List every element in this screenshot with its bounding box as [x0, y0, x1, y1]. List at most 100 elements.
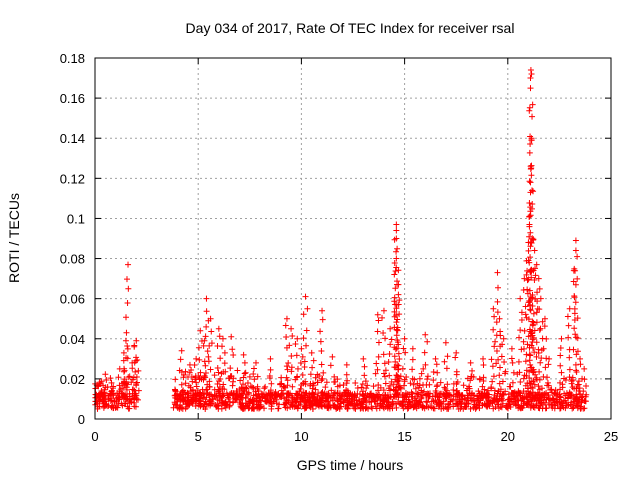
data-point [395, 267, 402, 274]
data-point [267, 355, 274, 362]
data-point [528, 137, 535, 144]
data-point [393, 235, 400, 242]
data-point [494, 309, 501, 316]
data-point [400, 399, 407, 406]
data-point [581, 376, 588, 383]
data-point [514, 397, 521, 404]
data-point [419, 392, 426, 399]
data-point [535, 383, 542, 390]
data-point [531, 277, 538, 284]
data-point [370, 383, 377, 390]
data-point [384, 403, 391, 410]
data-point [403, 374, 410, 381]
data-point [494, 390, 501, 397]
data-point [384, 395, 391, 402]
data-point [373, 360, 380, 367]
y-axis-label: ROTI / TECUs [6, 193, 22, 283]
data-point [424, 399, 431, 406]
data-point [123, 314, 130, 321]
data-point [556, 396, 563, 403]
data-point [207, 366, 214, 373]
data-point [229, 399, 236, 406]
data-point [368, 398, 375, 405]
data-point [527, 204, 534, 211]
data-point [554, 401, 561, 408]
data-point [571, 310, 578, 317]
data-point [564, 402, 571, 409]
data-point [170, 404, 177, 411]
data-point [536, 326, 543, 333]
data-point [448, 396, 455, 403]
data-point [566, 389, 573, 396]
data-point [364, 382, 371, 389]
data-point [188, 394, 195, 401]
data-point [526, 107, 533, 114]
x-axis-label: GPS time / hours [297, 457, 404, 473]
data-point [207, 315, 214, 322]
data-point [422, 331, 429, 338]
data-point [574, 275, 581, 282]
data-point [283, 334, 290, 341]
data-point [380, 329, 387, 336]
data-point [524, 286, 531, 293]
data-point [521, 327, 528, 334]
data-point [480, 393, 487, 400]
data-point [542, 364, 549, 371]
data-point [396, 297, 403, 304]
data-point [233, 389, 240, 396]
data-point [214, 364, 221, 371]
data-point [440, 405, 447, 412]
data-point [392, 393, 399, 400]
data-point [569, 374, 576, 381]
data-point [288, 325, 295, 332]
data-point [583, 391, 590, 398]
data-point [207, 398, 214, 405]
data-point [511, 393, 518, 400]
data-point [193, 355, 200, 362]
data-point [445, 400, 452, 407]
data-point [244, 380, 251, 387]
data-point [440, 398, 447, 405]
data-point [293, 352, 300, 359]
data-point [486, 403, 493, 410]
data-point [303, 342, 310, 349]
data-point [300, 389, 307, 396]
data-point [292, 399, 299, 406]
data-point [292, 341, 299, 348]
data-point [496, 372, 503, 379]
data-point [417, 399, 424, 406]
y-tick-label: 0.06 [60, 292, 85, 307]
data-point [300, 335, 307, 342]
data-point [355, 396, 362, 403]
data-point [528, 71, 535, 78]
data-point [124, 381, 131, 388]
data-point [574, 253, 581, 260]
data-point [444, 381, 451, 388]
data-point [318, 348, 325, 355]
data-point [318, 392, 325, 399]
data-point [351, 405, 358, 412]
data-point [110, 403, 117, 410]
data-point [530, 319, 537, 326]
data-point [551, 399, 558, 406]
data-point [185, 382, 192, 389]
data-point [419, 404, 426, 411]
data-point [377, 397, 384, 404]
data-point [171, 399, 178, 406]
data-point [329, 397, 336, 404]
plot-frame [94, 57, 612, 420]
data-point [566, 366, 573, 373]
data-point [394, 316, 401, 323]
data-point [527, 133, 534, 140]
data-point [363, 385, 370, 392]
data-point [294, 335, 301, 342]
data-point [527, 179, 534, 186]
data-point [433, 361, 440, 368]
data-point [493, 360, 500, 367]
data-point [188, 388, 195, 395]
data-point [453, 380, 460, 387]
data-point [223, 390, 230, 397]
data-point [352, 394, 359, 401]
data-point [215, 402, 222, 409]
data-point [400, 345, 407, 352]
